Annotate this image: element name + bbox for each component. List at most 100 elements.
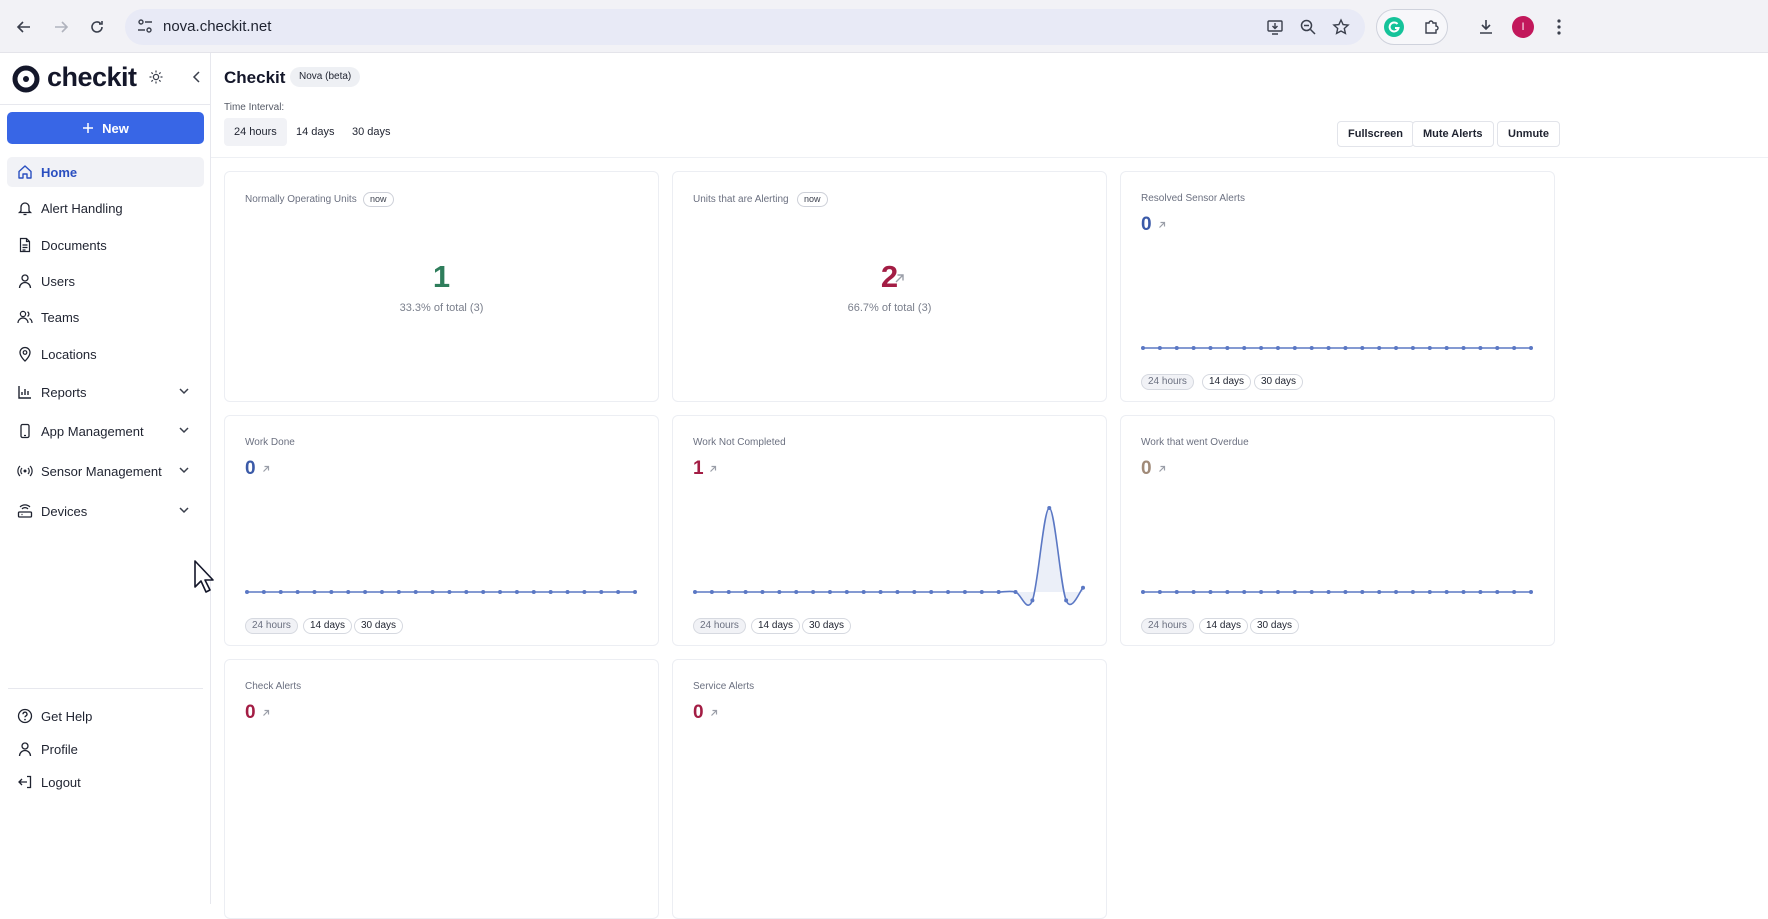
card-service-alerts[interactable]: Service Alerts 0 (672, 659, 1107, 919)
chevron-down-icon[interactable] (178, 424, 190, 436)
sidebar-item-sensor-management[interactable]: Sensor Management (7, 456, 204, 486)
chip-30-days[interactable]: 30 days (802, 618, 852, 634)
page-title: Checkit (224, 68, 286, 87)
card-resolved-sensor-alerts[interactable]: Resolved Sensor Alerts 0 24 hours 14 day… (1120, 171, 1555, 402)
card-title: Work Done (245, 437, 295, 448)
install-app-icon[interactable] (1262, 14, 1288, 40)
browser-toolbar: nova.checkit.net I (0, 0, 1768, 53)
arrow-up-right-icon[interactable] (1158, 221, 1166, 229)
card-work-done[interactable]: Work Done 0 24 hours 14 days 30 days (224, 415, 659, 646)
sidebar-item-logout[interactable]: Logout (7, 767, 204, 797)
card-normally-operating-units[interactable]: Normally Operating Units now 1 33.3% of … (224, 171, 659, 402)
help-icon (17, 708, 33, 724)
sparkline-point (794, 590, 799, 594)
sidebar-item-locations[interactable]: Locations (7, 339, 204, 369)
sparkline-point (1259, 590, 1264, 594)
sparkline-point (1410, 590, 1415, 594)
sidebar-item-label: Teams (41, 309, 80, 325)
interval-tab-30-days[interactable]: 30 days (352, 126, 391, 138)
sparkline-point (1225, 346, 1230, 350)
profile-avatar[interactable]: I (1512, 16, 1534, 38)
address-bar[interactable] (125, 9, 1365, 45)
sparkline-point (565, 590, 570, 594)
card-value: 0 (693, 702, 704, 723)
interval-tab-14-days[interactable]: 14 days (296, 126, 335, 138)
sidebar-item-get-help[interactable]: Get Help (7, 701, 204, 731)
sidebar-item-users[interactable]: Users (7, 266, 204, 296)
forward-arrow-icon[interactable] (48, 14, 74, 40)
arrow-up-right-icon[interactable] (262, 709, 270, 717)
sparkline-point (1292, 346, 1297, 350)
sparkline-point (979, 590, 984, 594)
users-icon (17, 310, 33, 324)
sparkline-point (278, 590, 283, 594)
sidebar-item-teams[interactable]: Teams (7, 302, 204, 332)
chip-14-days[interactable]: 14 days (751, 618, 801, 634)
sidebar-item-reports[interactable]: Reports (7, 377, 204, 407)
unmute-button[interactable]: Unmute (1497, 121, 1560, 147)
logout-icon (18, 775, 32, 789)
sidebar-item-alert-handling[interactable]: Alert Handling (7, 193, 204, 223)
sparkline-point (329, 590, 334, 594)
mute-alerts-button[interactable]: Mute Alerts (1412, 121, 1494, 147)
chevron-down-icon[interactable] (178, 464, 190, 476)
card-work-overdue[interactable]: Work that went Overdue 0 24 hours 14 day… (1120, 415, 1555, 646)
sidebar-bottom-divider (8, 688, 203, 689)
chevron-down-icon[interactable] (178, 504, 190, 516)
card-units-alerting[interactable]: Units that are Alerting now 2 66.7% of t… (672, 171, 1107, 402)
chip-24-hours[interactable]: 24 hours (693, 618, 746, 634)
sidebar-item-label: Alert Handling (41, 200, 123, 216)
card-title: Units that are Alerting (693, 194, 789, 205)
sparkline-point (1157, 346, 1162, 350)
card-check-alerts[interactable]: Check Alerts 0 (224, 659, 659, 919)
arrow-up-right-icon[interactable] (1158, 465, 1166, 473)
zoom-icon[interactable] (1295, 14, 1321, 40)
download-icon[interactable] (1473, 14, 1499, 40)
extensions-puzzle-icon[interactable] (1419, 14, 1445, 40)
sidebar-item-label: Profile (41, 741, 78, 757)
chip-30-days[interactable]: 30 days (354, 618, 404, 634)
sparkline-point (1427, 590, 1432, 594)
fullscreen-button[interactable]: Fullscreen (1337, 121, 1415, 147)
chip-24-hours[interactable]: 24 hours (1141, 374, 1194, 390)
grammarly-icon[interactable] (1381, 14, 1407, 40)
interval-tab-24-hours[interactable]: 24 hours (224, 118, 287, 146)
sidebar-item-devices[interactable]: Devices (7, 496, 204, 526)
chip-14-days[interactable]: 14 days (1202, 374, 1252, 390)
arrow-up-right-icon[interactable] (709, 465, 717, 473)
sparkline-point (878, 590, 883, 594)
bar-chart-icon (18, 386, 31, 399)
sparkline-point (1174, 346, 1179, 350)
chip-24-hours[interactable]: 24 hours (245, 618, 298, 634)
logo-text: checkit (47, 62, 137, 92)
sidebar-item-profile[interactable]: Profile (7, 734, 204, 764)
sidebar-item-home[interactable]: Home (7, 157, 204, 187)
chip-30-days[interactable]: 30 days (1250, 618, 1300, 634)
sparkline-point (1360, 590, 1365, 594)
site-settings-icon[interactable] (136, 17, 154, 35)
sidebar-item-app-management[interactable]: App Management (7, 416, 204, 446)
new-button[interactable]: New (7, 112, 204, 144)
sidebar: checkit New Home Alert Handling Document… (0, 53, 211, 904)
chip-24-hours[interactable]: 24 hours (1141, 618, 1194, 634)
url-text[interactable]: nova.checkit.net (163, 18, 272, 35)
card-work-not-completed[interactable]: Work Not Completed 1 24 hours 14 days 30… (672, 415, 1107, 646)
arrow-up-right-icon[interactable] (710, 709, 718, 717)
sparkline-point (1478, 346, 1483, 350)
reload-icon[interactable] (84, 14, 110, 40)
collapse-chevron-left-icon[interactable] (192, 71, 202, 83)
arrow-up-right-icon[interactable] (262, 465, 270, 473)
chip-14-days[interactable]: 14 days (303, 618, 353, 634)
arrow-up-right-icon[interactable] (894, 273, 905, 284)
back-arrow-icon[interactable] (11, 14, 37, 40)
router-icon (17, 504, 33, 518)
sidebar-item-label: Get Help (41, 708, 93, 724)
bookmark-star-icon[interactable] (1328, 14, 1354, 40)
menu-kebab-icon[interactable] (1546, 14, 1572, 40)
sidebar-item-documents[interactable]: Documents (7, 230, 204, 260)
theme-sun-icon[interactable] (149, 70, 163, 84)
chevron-down-icon[interactable] (178, 385, 190, 397)
sparkline-point (709, 590, 714, 594)
chip-14-days[interactable]: 14 days (1199, 618, 1249, 634)
chip-30-days[interactable]: 30 days (1254, 374, 1304, 390)
